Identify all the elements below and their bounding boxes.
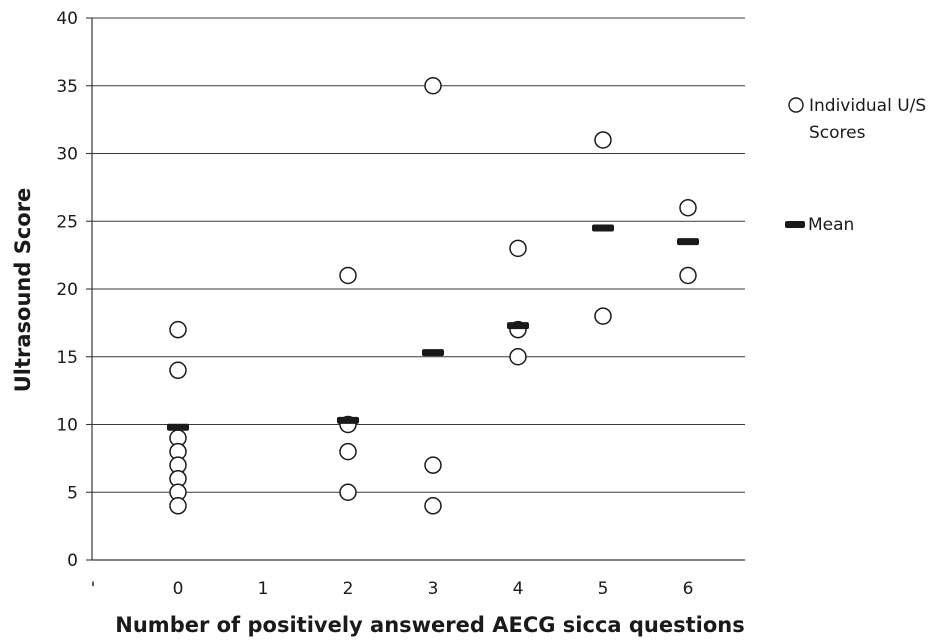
x-tick-label: 4 (513, 579, 524, 599)
data-marks (167, 77, 699, 515)
y-tick-label: 0 (67, 551, 78, 571)
legend-label-individual: Scores (809, 123, 866, 143)
individual-score-point (594, 307, 612, 325)
individual-score-point (679, 198, 697, 217)
legend-circle-icon (788, 97, 804, 113)
x-tick-label: 3 (428, 579, 439, 599)
individual-score-point (424, 77, 442, 95)
y-tick-label: 25 (56, 212, 78, 232)
x-tick-label: 5 (598, 579, 609, 599)
mean-marker (592, 224, 614, 232)
legend: Individual U/S Scores Mean (785, 96, 926, 235)
x-tick-labels: ' 0 1 2 3 4 5 6 (91, 579, 694, 599)
x-tick-label: 6 (683, 579, 694, 599)
individual-score-point (424, 456, 442, 474)
individual-score-point (594, 131, 612, 149)
y-axis-title: Ultrasound Score (11, 188, 35, 393)
x-tick-label: ' (91, 579, 96, 599)
x-axis-title: Number of positively answered AECG sicca… (115, 613, 744, 637)
individual-score-point (169, 497, 187, 515)
individual-score-point (339, 442, 357, 461)
y-tick-label: 20 (56, 280, 78, 300)
mean-marker (337, 416, 359, 424)
x-tick-label: 2 (343, 579, 354, 599)
mean-marker (507, 322, 529, 330)
legend-label-individual: Individual U/S (809, 96, 926, 116)
axes (86, 17, 745, 561)
y-tick-label: 15 (56, 348, 78, 368)
mean-marker (422, 349, 444, 357)
individual-score-point (339, 483, 357, 501)
y-tick-label: 40 (56, 9, 78, 29)
individual-score-point (339, 266, 357, 285)
gridlines (92, 17, 745, 493)
y-tick-label: 10 (56, 416, 78, 436)
individual-score-point (509, 348, 527, 366)
individual-score-point (169, 361, 187, 380)
legend-label-mean: Mean (808, 215, 854, 235)
x-tick-label: 1 (258, 579, 269, 599)
y-tick-label: 35 (56, 77, 78, 97)
y-tick-label: 30 (56, 145, 78, 165)
mean-marker (677, 238, 699, 246)
mean-marker (167, 423, 189, 431)
individual-score-point (424, 497, 442, 515)
individual-score-point (509, 239, 527, 258)
y-tick-label: 5 (67, 483, 78, 503)
x-tick-label: 0 (173, 579, 184, 599)
y-tick-labels: 0 5 10 15 20 25 30 35 40 (56, 9, 78, 571)
individual-score-point (169, 320, 187, 339)
legend-dash-icon (785, 221, 805, 228)
individual-score-point (679, 266, 697, 285)
